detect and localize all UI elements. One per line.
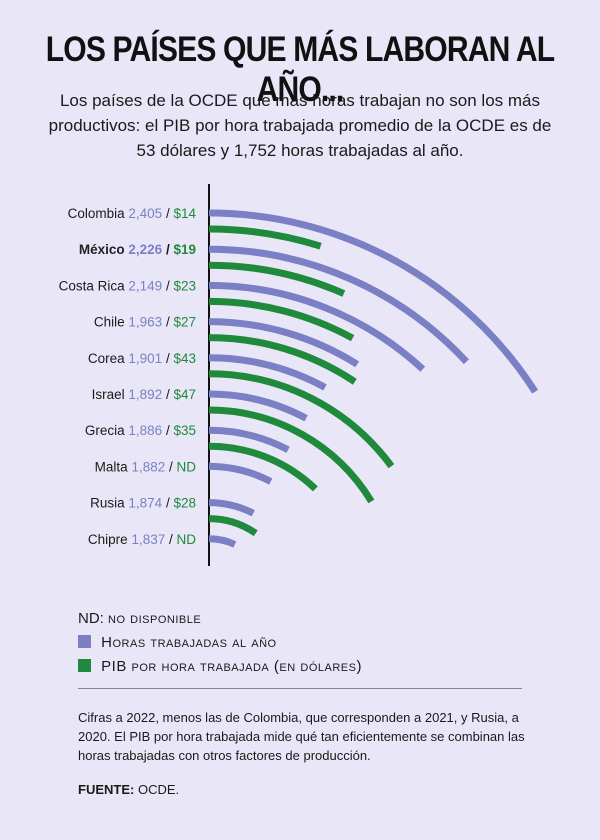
gdp-value-label: ND <box>177 532 197 547</box>
legend-nd-text: no disponible <box>108 610 202 627</box>
row-label-costa-rica: Costa Rica 2,149 / $23 <box>59 278 196 293</box>
hours-value-label: 1,901 <box>128 351 162 366</box>
arc-chart: Colombia 2,405 / $14 México 2,226 / $19 Co… <box>59 184 539 566</box>
hours-value-label: 2,149 <box>128 278 162 293</box>
gdp-arc-rusia <box>208 515 258 537</box>
country-label: Colombia <box>68 206 129 221</box>
gdp-value-label: $19 <box>173 242 196 257</box>
row-label-chipre: Chipre 1,837 / ND <box>88 532 196 547</box>
hours-value-label: 1,874 <box>128 496 162 511</box>
row-label-colombia: Colombia 2,405 / $14 <box>68 206 197 221</box>
divider <box>78 688 522 689</box>
country-label: México <box>79 242 129 257</box>
page-subtitle: Los países de la OCDE que más horas trab… <box>48 91 552 160</box>
country-label: Chipre <box>88 532 132 547</box>
separator: / <box>165 459 176 474</box>
gdp-value-label: $23 <box>173 278 196 293</box>
gdp-arc-costa-rica <box>208 297 355 342</box>
legend-nd-key: ND: <box>78 610 104 627</box>
source-label: FUENTE: <box>78 782 135 797</box>
legend-hours-swatch <box>78 635 91 648</box>
country-label: Corea <box>88 351 129 366</box>
legend-hours: Horas trabajadas al año <box>78 631 362 655</box>
separator: / <box>162 496 173 511</box>
row-label-malta: Malta 1,882 / ND <box>95 459 197 474</box>
legend-nd: ND: no disponible <box>78 607 362 631</box>
gdp-arc-israel <box>208 406 375 504</box>
hours-arc-colombia <box>208 209 539 394</box>
gdp-arc-chile <box>208 334 357 385</box>
row-label-chile: Chile 1,963 / $27 <box>94 315 196 330</box>
separator: / <box>162 423 173 438</box>
legend-hours-label: Horas trabajadas al año <box>101 634 277 651</box>
separator: / <box>165 532 176 547</box>
hours-arc-costa-rica <box>208 281 426 372</box>
gdp-arc-mexico <box>208 261 346 297</box>
gdp-arc-corea <box>208 370 395 469</box>
legend-gdp-swatch <box>78 659 91 672</box>
separator: / <box>162 206 173 221</box>
gdp-value-label: $47 <box>173 387 196 402</box>
hours-arc-rusia <box>208 499 255 517</box>
gdp-value-label: $28 <box>173 496 196 511</box>
row-label-grecia: Grecia 1,886 / $35 <box>85 423 196 438</box>
hours-value-label: 1,882 <box>131 459 165 474</box>
hours-arc-chile <box>208 318 360 368</box>
hours-value-label: 2,405 <box>128 206 162 221</box>
gdp-arc-colombia <box>208 225 322 250</box>
gdp-value-label: $27 <box>173 315 196 330</box>
row-label-mexico: México 2,226 / $19 <box>79 242 196 257</box>
country-label: Malta <box>95 459 132 474</box>
hours-value-label: 1,886 <box>128 423 162 438</box>
country-label: Grecia <box>85 423 129 438</box>
row-label-israel: Israel 1,892 / $47 <box>92 387 196 402</box>
country-label: Israel <box>92 387 129 402</box>
row-label-rusia: Rusia 1,874 / $28 <box>90 496 196 511</box>
gdp-arc-grecia <box>208 442 318 492</box>
separator: / <box>162 351 173 366</box>
separator: / <box>162 315 173 330</box>
gdp-value-label: ND <box>177 459 197 474</box>
hours-value-label: 1,963 <box>128 315 162 330</box>
gdp-value-label: $43 <box>173 351 196 366</box>
country-label: Chile <box>94 315 129 330</box>
separator: / <box>162 387 173 402</box>
legend-gdp: PIB por hora trabajada (en dólares) <box>78 655 362 679</box>
legend-gdp-label: PIB por hora trabajada (en dólares) <box>101 658 362 675</box>
country-label: Costa Rica <box>59 278 129 293</box>
source: FUENTE: OCDE. <box>78 782 179 797</box>
hours-arc-malta <box>208 462 273 485</box>
hours-value-label: 1,892 <box>128 387 162 402</box>
footnote: Cifras a 2022, menos las de Colombia, qu… <box>78 710 525 763</box>
hours-arc-corea <box>208 354 327 391</box>
row-label-corea: Corea 1,901 / $43 <box>88 351 196 366</box>
hours-value-label: 2,226 <box>128 242 162 257</box>
separator: / <box>162 242 173 257</box>
hours-arc-israel <box>208 390 308 422</box>
legend: ND: no disponible Horas trabajadas al añ… <box>78 607 362 679</box>
hours-arc-chipre <box>208 535 237 548</box>
hours-value-label: 1,837 <box>131 532 165 547</box>
gdp-value-label: $14 <box>173 206 196 221</box>
page-title: LOS PAÍSES QUE MÁS LABORAN AL AÑO... <box>45 30 555 109</box>
country-label: Rusia <box>90 496 128 511</box>
hours-arc-grecia <box>208 426 290 453</box>
source-value: OCDE. <box>137 782 180 797</box>
separator: / <box>162 278 173 293</box>
hours-arc-mexico <box>208 245 469 365</box>
gdp-value-label: $35 <box>173 423 196 438</box>
